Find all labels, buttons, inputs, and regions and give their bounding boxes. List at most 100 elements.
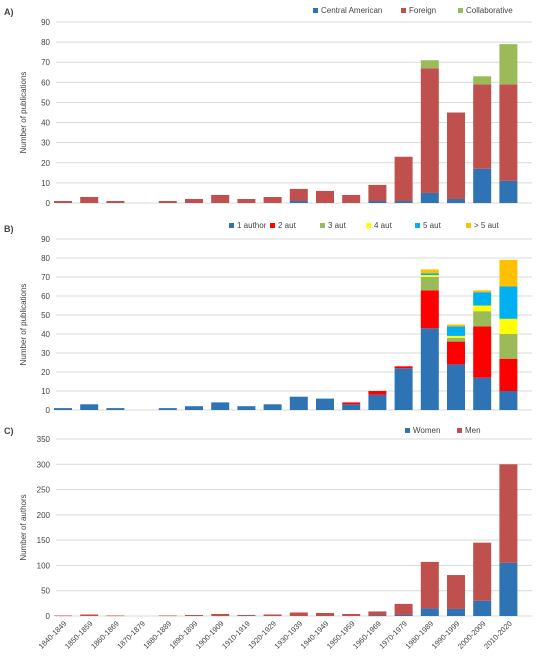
bar-segment: [447, 198, 465, 203]
y-tick-label: 10: [41, 387, 50, 396]
y-tick-label: 50: [41, 311, 50, 320]
bar-segment: [263, 404, 282, 410]
bar-segment: [54, 408, 72, 410]
bar-segment: [420, 68, 439, 193]
bar-segment: [368, 615, 387, 617]
bar-segment: [473, 305, 492, 312]
bar-segment: [394, 366, 413, 369]
bar-segment: [316, 190, 334, 203]
bar-segment: [368, 184, 387, 201]
bar-segment: [473, 326, 492, 378]
bar-segment: [473, 84, 492, 169]
y-axis-label: Number of publications: [19, 72, 28, 154]
bar-segment: [420, 275, 439, 277]
bar-segment: [237, 406, 256, 410]
bar-segment: [447, 112, 465, 199]
bar-segment: [342, 194, 361, 203]
bar-segment: [447, 364, 465, 410]
legend-swatch: [313, 8, 318, 13]
bar-segment: [368, 394, 387, 410]
bar-segment: [420, 561, 439, 609]
bar-segment: [447, 575, 465, 609]
bar-segment: [473, 311, 492, 327]
bar-segment: [342, 402, 361, 405]
bar-segment: [80, 196, 99, 203]
bar-segment: [211, 613, 230, 616]
y-axis-label: Number of authors: [19, 494, 28, 560]
bar-segment: [289, 396, 308, 410]
bar-segment: [158, 615, 177, 617]
bar-segment: [473, 168, 492, 203]
legend-label: Central American: [321, 6, 382, 15]
bar-segment: [368, 200, 387, 203]
y-tick-label: 100: [37, 561, 51, 570]
y-tick-label: 70: [41, 273, 50, 282]
bar-segment: [499, 358, 518, 391]
bar-segment: [80, 404, 99, 410]
y-tick-label: 150: [37, 536, 51, 545]
bar-segment: [499, 464, 518, 563]
bar-segment: [316, 398, 334, 410]
legend-label: 2 aut: [278, 221, 297, 230]
y-tick-label: 250: [37, 486, 51, 495]
x-tick-label: 2010-2020: [482, 619, 514, 651]
y-tick-label: 10: [41, 179, 50, 188]
bar-segment: [394, 200, 413, 203]
bar-segment: [447, 335, 465, 338]
legend-label: Collaborative: [466, 6, 513, 15]
bar-segment: [263, 614, 282, 616]
bar-segment: [394, 614, 413, 616]
legend-swatch: [401, 8, 406, 13]
bar-segment: [54, 615, 72, 617]
bar-segment: [394, 368, 413, 410]
bar-segment: [473, 76, 492, 85]
bar-segment: [420, 273, 439, 276]
y-axis-label: Number of publications: [19, 284, 28, 366]
bar-segment: [499, 259, 518, 287]
bar-segment: [499, 334, 518, 359]
y-tick-label: 0: [46, 612, 51, 621]
y-tick-label: 70: [41, 58, 50, 67]
bar-segment: [447, 324, 465, 327]
legend-label: 4 aut: [374, 221, 393, 230]
bar-segment: [499, 286, 518, 319]
bar-segment: [473, 377, 492, 410]
y-tick-label: 40: [41, 119, 50, 128]
bar-segment: [499, 391, 518, 410]
bar-segment: [342, 613, 361, 616]
bar-segment: [420, 277, 439, 291]
bar-segment: [237, 198, 256, 203]
legend-label: Women: [413, 426, 440, 435]
bar-segment: [342, 404, 361, 410]
bar-segment: [420, 608, 439, 616]
bar-segment: [394, 156, 413, 201]
y-tick-label: 0: [46, 199, 51, 208]
bar-segment: [499, 84, 518, 181]
bar-segment: [185, 406, 203, 410]
panel-label: B): [4, 224, 14, 234]
legend-label: 3 aut: [328, 221, 347, 230]
y-tick-label: 30: [41, 139, 50, 148]
bar-segment: [237, 614, 256, 616]
bar-segment: [289, 612, 308, 616]
legend-label: > 5 aut: [474, 221, 499, 230]
y-tick-label: 80: [41, 254, 50, 263]
bar-segment: [185, 614, 203, 616]
legend-label: Foreign: [409, 6, 436, 15]
bar-segment: [106, 200, 125, 203]
y-tick-label: 60: [41, 78, 50, 87]
legend-swatch: [458, 8, 463, 13]
y-tick-label: 30: [41, 349, 50, 358]
bar-segment: [368, 611, 387, 616]
panel-label: A): [4, 7, 14, 17]
bar-segment: [499, 318, 518, 334]
bar-segment: [499, 562, 518, 616]
bar-segment: [447, 608, 465, 616]
y-tick-label: 50: [41, 587, 50, 596]
bar-segment: [211, 194, 230, 203]
y-tick-label: 50: [41, 98, 50, 107]
bar-segment: [316, 612, 334, 616]
y-tick-label: 40: [41, 330, 50, 339]
bar-segment: [211, 402, 230, 410]
bar-segment: [263, 196, 282, 203]
